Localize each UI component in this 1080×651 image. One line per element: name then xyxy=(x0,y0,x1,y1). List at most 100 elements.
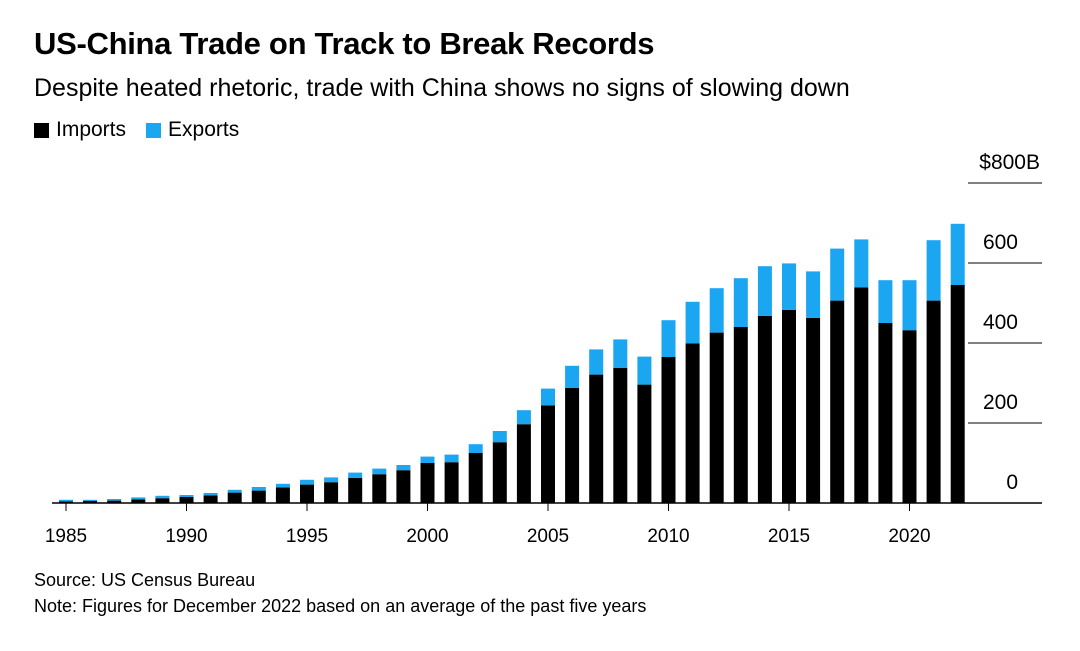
bar-imports-2021 xyxy=(926,300,941,503)
bar-imports-1996 xyxy=(324,482,339,503)
bar-exports-2019 xyxy=(878,280,893,323)
bar-exports-2015 xyxy=(782,263,796,310)
bar-exports-2021 xyxy=(926,240,941,301)
x-tick-label-1990: 1990 xyxy=(165,526,207,547)
bar-imports-2015 xyxy=(782,309,796,503)
legend-swatch-exports xyxy=(146,122,162,138)
legend-label-exports: Exports xyxy=(168,118,240,141)
legend-item-imports: Imports xyxy=(34,118,126,142)
x-tick-label-2010: 2010 xyxy=(647,526,689,547)
bar-imports-2002 xyxy=(468,453,483,503)
bar-exports-2017 xyxy=(830,248,845,301)
bar-exports-1995 xyxy=(300,479,314,485)
bar-exports-2012 xyxy=(709,288,724,333)
bar-imports-1993 xyxy=(251,490,266,503)
bar-exports-2013 xyxy=(733,278,748,327)
bar-imports-2004 xyxy=(516,424,531,503)
bar-imports-2000 xyxy=(420,463,435,503)
x-tick-label-2000: 2000 xyxy=(406,526,448,547)
bar-exports-2006 xyxy=(565,365,580,388)
bar-imports-2008 xyxy=(613,367,628,503)
legend-label-imports: Imports xyxy=(56,118,127,141)
bar-exports-1986 xyxy=(83,499,98,501)
bar-exports-2020 xyxy=(902,280,917,331)
bar-imports-2007 xyxy=(589,374,604,503)
bar-imports-2005 xyxy=(541,405,555,503)
bar-imports-1999 xyxy=(396,470,411,503)
bar-exports-1987 xyxy=(107,499,122,501)
bar-imports-2006 xyxy=(565,387,580,503)
chart-subtitle: Despite heated rhetoric, trade with Chin… xyxy=(34,74,850,102)
bar-exports-2009 xyxy=(637,356,652,385)
legend-item-exports: Exports xyxy=(146,118,239,142)
bar-imports-2018 xyxy=(854,287,869,503)
bar-exports-1990 xyxy=(179,495,194,497)
bar-exports-2010 xyxy=(661,320,676,357)
bar-imports-1994 xyxy=(275,487,290,503)
x-tick-label-2020: 2020 xyxy=(888,526,930,547)
bar-exports-2008 xyxy=(613,339,628,368)
bar-imports-2001 xyxy=(444,462,459,503)
bar-exports-2011 xyxy=(685,301,700,344)
y-tick-label-400: 400 xyxy=(983,311,1018,334)
bar-exports-1998 xyxy=(372,468,387,475)
bar-exports-1992 xyxy=(227,489,242,493)
bar-exports-1997 xyxy=(348,472,363,478)
bar-imports-1991 xyxy=(203,495,218,503)
bar-imports-2017 xyxy=(830,300,845,503)
bar-imports-2020 xyxy=(902,330,917,503)
bar-imports-2003 xyxy=(492,442,507,503)
bar-imports-1992 xyxy=(227,492,242,503)
bar-imports-1987 xyxy=(107,500,122,503)
bar-exports-2018 xyxy=(854,239,869,288)
bar-exports-2007 xyxy=(589,349,604,375)
bar-exports-1994 xyxy=(275,483,290,488)
bar-imports-1995 xyxy=(300,484,314,503)
bar-exports-2005 xyxy=(541,388,555,406)
bar-exports-1988 xyxy=(131,497,146,500)
bar-exports-2003 xyxy=(492,431,507,443)
bar-imports-2011 xyxy=(685,343,700,503)
legend: Imports Exports xyxy=(34,118,259,142)
bar-exports-2000 xyxy=(420,456,435,463)
footnote: Note: Figures for December 2022 based on… xyxy=(34,596,647,616)
bar-exports-1985 xyxy=(59,499,73,502)
bar-exports-1993 xyxy=(251,487,266,491)
bar-imports-2012 xyxy=(709,332,724,503)
y-tick-label-200: 200 xyxy=(983,391,1018,414)
bar-exports-1996 xyxy=(324,477,339,483)
x-tick-label-2015: 2015 xyxy=(768,526,810,547)
bar-exports-1999 xyxy=(396,465,411,471)
bar-imports-2019 xyxy=(878,323,893,503)
bar-imports-1988 xyxy=(131,499,146,503)
bar-imports-2014 xyxy=(757,315,772,503)
bar-exports-2001 xyxy=(444,454,459,463)
x-tick-label-1985: 1985 xyxy=(45,526,87,547)
bar-imports-1986 xyxy=(83,501,98,503)
bar-exports-1989 xyxy=(155,495,170,499)
legend-swatch-imports xyxy=(34,122,49,138)
bar-imports-2010 xyxy=(661,357,676,503)
bar-exports-1991 xyxy=(203,493,218,496)
bar-imports-1989 xyxy=(155,498,170,503)
x-tick-label-2005: 2005 xyxy=(527,526,569,547)
y-tick-label-800: $800B xyxy=(979,151,1040,174)
y-tick-label-600: 600 xyxy=(983,231,1018,254)
bar-imports-2009 xyxy=(637,384,652,503)
source-note: Source: US Census Bureau xyxy=(34,570,256,590)
bar-imports-1998 xyxy=(372,474,387,503)
bar-imports-2016 xyxy=(806,317,821,503)
y-tick-label-0: 0 xyxy=(1006,471,1018,494)
chart-title: US-China Trade on Track to Break Records xyxy=(34,26,655,61)
bar-imports-1990 xyxy=(179,497,194,503)
bar-exports-2014 xyxy=(757,266,772,316)
bar-imports-2022 xyxy=(950,285,965,503)
bar-exports-2022 xyxy=(950,223,965,285)
bar-imports-1997 xyxy=(348,477,363,503)
bar-exports-2016 xyxy=(806,271,821,318)
bar-exports-2002 xyxy=(468,444,483,453)
bar-imports-2013 xyxy=(733,327,748,503)
bar-imports-1985 xyxy=(59,501,73,503)
x-tick-label-1995: 1995 xyxy=(286,526,328,547)
